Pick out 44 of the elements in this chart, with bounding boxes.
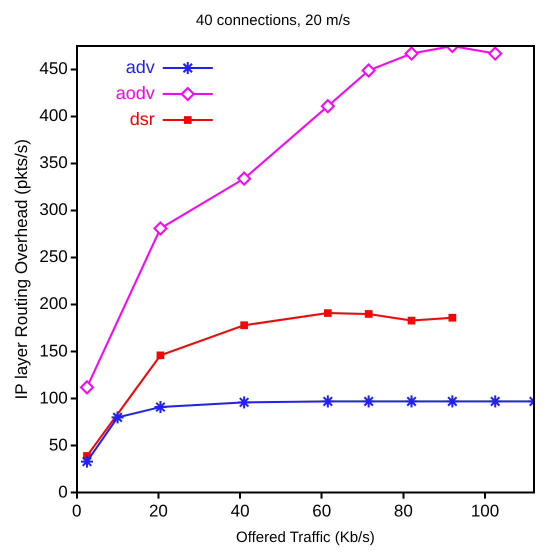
point [153,400,168,414]
point [404,46,419,61]
y-tick-label: 150 [39,341,68,360]
point [110,410,125,424]
point [364,310,372,318]
y-tick-label: 50 [48,435,68,454]
legend-label: dsr [130,108,155,129]
y-tick-label: 0 [58,482,68,502]
y-tick-label: 400 [39,106,68,126]
point [320,99,335,114]
point [324,309,332,317]
point [445,394,460,408]
point [237,395,252,410]
x-tick-label: 60 [312,501,332,520]
legend-label: adv [126,56,155,77]
y-tick-label: 250 [39,247,68,266]
point [488,46,502,61]
point [448,314,456,322]
point [240,321,248,330]
point [488,394,502,408]
point [320,394,335,408]
y-axis-title: IP layer Routing Overhead (pkts/s) [12,139,31,400]
x-tick-label: 100 [470,501,500,520]
y-tick-label: 100 [39,388,68,408]
y-tick-label: 200 [39,294,68,314]
legend-label: aodv [116,82,155,103]
x-tick-label: 40 [230,501,250,520]
x-axis-title: Offered Traffic (Kb/s) [236,529,375,546]
point [404,394,419,408]
point [362,63,376,78]
y-tick-label: 450 [39,59,68,78]
point [237,172,252,186]
point [408,316,416,324]
y-tick-label: 300 [39,200,68,220]
point [362,394,376,408]
x-tick-label: 20 [148,501,168,520]
y-tick-label: 350 [39,153,68,172]
x-tick-label: 80 [394,501,413,520]
chart-title: 40 connections, 20 m/s [196,12,350,30]
point [80,380,94,394]
x-tick-label: 0 [72,501,82,520]
point [153,221,168,236]
point [156,352,164,360]
point [80,454,94,469]
